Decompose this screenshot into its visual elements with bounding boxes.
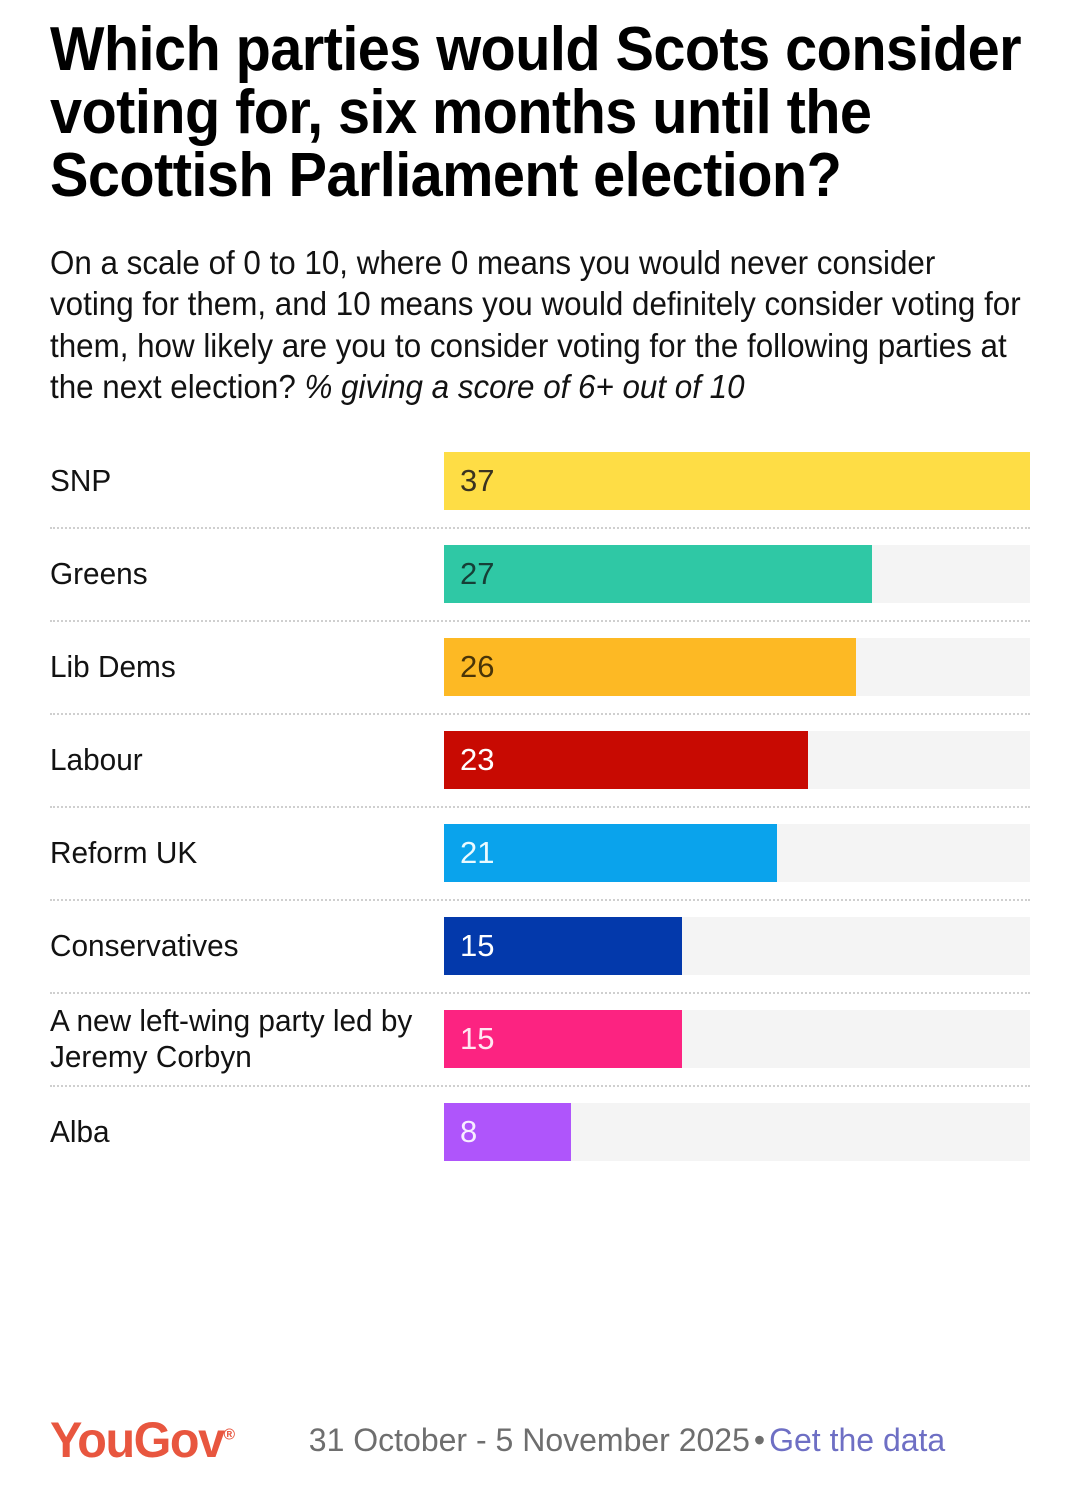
registered-trademark-icon: ® — [223, 1426, 236, 1444]
bar-value: 26 — [460, 649, 495, 685]
bar-value: 8 — [460, 1114, 478, 1150]
bar-row-labour: Labour 23 — [50, 713, 1030, 806]
bar-value: 23 — [460, 742, 495, 778]
bar-label: A new left-wing party led by Jeremy Corb… — [50, 1003, 413, 1074]
bar-chart: SNP 37 Greens 27 Lib Dems 26 — [50, 434, 1030, 1178]
row-separator — [50, 806, 1030, 809]
bar-track: 15 — [444, 1009, 1030, 1068]
row-separator — [50, 899, 1030, 902]
yougov-logo-text: YouGov — [50, 1412, 225, 1468]
bar-row-alba: Alba 8 — [50, 1085, 1030, 1178]
page-title: Which parties would Scots consider votin… — [50, 15, 1022, 211]
bar-value: 21 — [460, 835, 495, 871]
bar-fill: 26 — [444, 637, 856, 696]
source-line: 31 October - 5 November 2025 • Get the dat… — [309, 1422, 945, 1459]
date-range: 31 October - 5 November 2025 — [308, 1421, 750, 1458]
bullet-separator-icon: • — [753, 1421, 766, 1458]
subtitle-metric: % giving a score of 6+ out of 10 — [304, 368, 745, 406]
bar-fill: 8 — [444, 1102, 571, 1161]
chart-subtitle: On a scale of 0 to 10, where 0 means you… — [50, 242, 1028, 408]
bar-label: Lib Dems — [50, 648, 176, 684]
bar-value: 15 — [460, 928, 495, 964]
row-separator — [50, 527, 1030, 530]
bar-track: 8 — [444, 1102, 1030, 1161]
bar-track: 27 — [444, 544, 1030, 603]
bar-fill: 21 — [444, 823, 777, 882]
bar-fill: 15 — [444, 1009, 682, 1068]
row-separator — [50, 713, 1030, 716]
subtitle-question: On a scale of 0 to 10, where 0 means you… — [50, 243, 1021, 406]
bar-label: Reform UK — [50, 834, 198, 870]
bar-track: 21 — [444, 823, 1030, 882]
get-the-data-link[interactable]: Get the data — [769, 1421, 946, 1458]
footer: YouGov® 31 October - 5 November 2025 • Get… — [50, 1410, 1030, 1470]
row-separator — [50, 1085, 1030, 1088]
bar-fill: 23 — [444, 730, 809, 789]
bar-row-corbyn-party: A new left-wing party led by Jeremy Corb… — [50, 992, 1030, 1085]
bar-row-conservatives: Conservatives 15 — [50, 899, 1030, 992]
bar-label: SNP — [50, 462, 112, 498]
bar-track: 26 — [444, 637, 1030, 696]
bar-row-reform-uk: Reform UK 21 — [50, 806, 1030, 899]
row-separator — [50, 620, 1030, 623]
row-separator — [50, 992, 1030, 995]
bar-track: 37 — [444, 451, 1030, 510]
bar-label: Conservatives — [50, 927, 239, 963]
yougov-logo: YouGov® — [50, 1415, 235, 1465]
bar-fill: 37 — [444, 451, 1030, 510]
bar-label: Greens — [50, 555, 148, 591]
bar-value: 27 — [460, 556, 495, 592]
bar-label: Labour — [50, 741, 143, 777]
bar-fill: 27 — [444, 544, 872, 603]
bar-row-lib-dems: Lib Dems 26 — [50, 620, 1030, 713]
bar-track: 23 — [444, 730, 1030, 789]
bar-label: Alba — [50, 1113, 110, 1149]
bar-row-greens: Greens 27 — [50, 527, 1030, 620]
bar-track: 15 — [444, 916, 1030, 975]
bar-fill: 15 — [444, 916, 682, 975]
bar-value: 15 — [460, 1021, 495, 1057]
bar-row-snp: SNP 37 — [50, 434, 1030, 527]
bar-value: 37 — [460, 463, 495, 499]
